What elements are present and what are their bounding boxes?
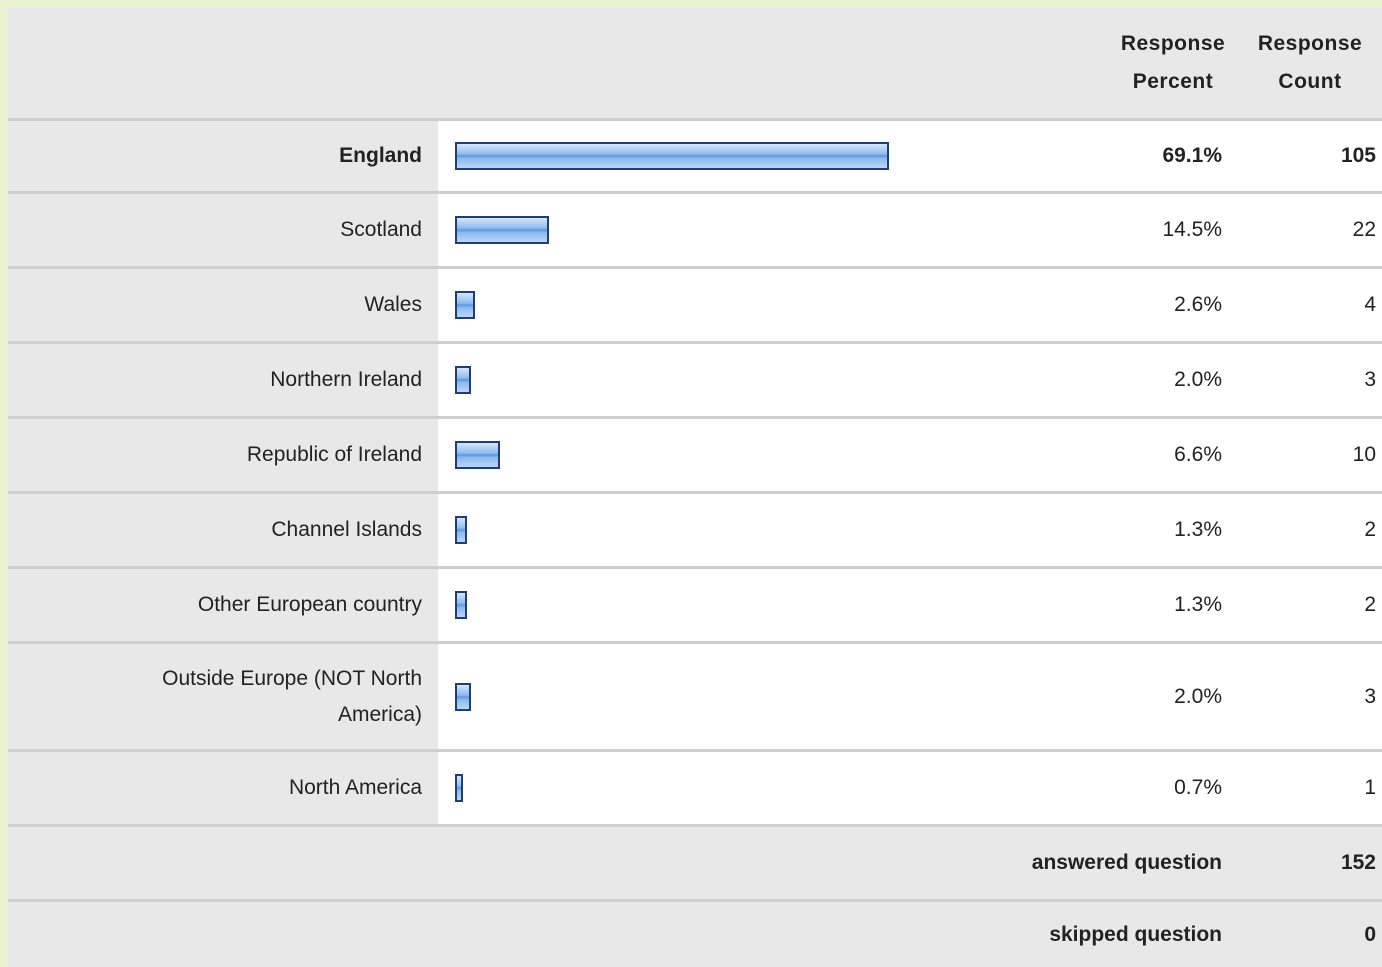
percent: 6.6% xyxy=(1108,419,1238,491)
header-blank xyxy=(8,8,1108,118)
bar xyxy=(455,516,468,544)
count: 2 xyxy=(1238,569,1382,641)
bar-cell xyxy=(438,419,1238,491)
row: skipped question 0 xyxy=(8,902,1382,967)
bar xyxy=(455,216,550,244)
count: 10 xyxy=(1238,419,1382,491)
row-label: North America xyxy=(8,752,438,824)
bar xyxy=(455,142,889,170)
bar-cell xyxy=(438,121,1238,191)
row: Northern Ireland 2.0% 3 xyxy=(8,344,1382,416)
row: North America 0.7% 1 xyxy=(8,752,1382,824)
percent: 2.0% xyxy=(1108,344,1238,416)
row: England 69.1% 105 xyxy=(8,121,1382,191)
count: 1 xyxy=(1238,752,1382,824)
row: Scotland 14.5% 22 xyxy=(8,194,1382,266)
percent: 2.0% xyxy=(1108,644,1238,749)
bar-cell xyxy=(438,569,1238,641)
bar-cell xyxy=(438,344,1238,416)
count: 3 xyxy=(1238,344,1382,416)
row-label: Channel Islands xyxy=(8,494,438,566)
count: 3 xyxy=(1238,644,1382,749)
count: 105 xyxy=(1238,121,1382,191)
bar-cell xyxy=(438,494,1238,566)
bar xyxy=(455,366,472,394)
row: Channel Islands 1.3% 2 xyxy=(8,494,1382,566)
bar xyxy=(455,291,476,319)
row-label: Republic of Ireland xyxy=(8,419,438,491)
row: Other European country 1.3% 2 xyxy=(8,569,1382,641)
percent: 0.7% xyxy=(1108,752,1238,824)
bar xyxy=(455,591,468,619)
percent: 69.1% xyxy=(1108,121,1238,191)
footer-count: 0 xyxy=(1238,902,1382,967)
row-label: Wales xyxy=(8,269,438,341)
row-label: Scotland xyxy=(8,194,438,266)
bar-cell xyxy=(438,752,1238,824)
bar-cell xyxy=(438,194,1238,266)
footer-count: 152 xyxy=(1238,827,1382,899)
footer-label: skipped question xyxy=(8,902,1238,967)
row: Wales 2.6% 4 xyxy=(8,269,1382,341)
row: Response Percent Response Count xyxy=(8,8,1382,118)
percent: 14.5% xyxy=(1108,194,1238,266)
footer-label: answered question xyxy=(8,827,1238,899)
row-label: Outside Europe (NOT North America) xyxy=(8,644,438,749)
header-cell: Response Count xyxy=(1238,8,1382,118)
bar-cell xyxy=(438,644,1238,749)
percent: 1.3% xyxy=(1108,494,1238,566)
row-label: Northern Ireland xyxy=(8,344,438,416)
count: 2 xyxy=(1238,494,1382,566)
header-cell: Response Percent xyxy=(1108,8,1238,118)
row: Outside Europe (NOT North America) 2.0% 3 xyxy=(8,644,1382,749)
row-label: Other European country xyxy=(8,569,438,641)
row: Republic of Ireland 6.6% 10 xyxy=(8,419,1382,491)
count: 22 xyxy=(1238,194,1382,266)
bar-cell xyxy=(438,269,1238,341)
row-label: England xyxy=(8,121,438,191)
row: answered question 152 xyxy=(8,827,1382,899)
bar xyxy=(455,441,501,469)
results-table: Response Percent Response Count England 69.… xyxy=(8,8,1382,967)
percent: 1.3% xyxy=(1108,569,1238,641)
count: 4 xyxy=(1238,269,1382,341)
bar xyxy=(455,682,472,711)
bar xyxy=(455,774,464,802)
percent: 2.6% xyxy=(1108,269,1238,341)
